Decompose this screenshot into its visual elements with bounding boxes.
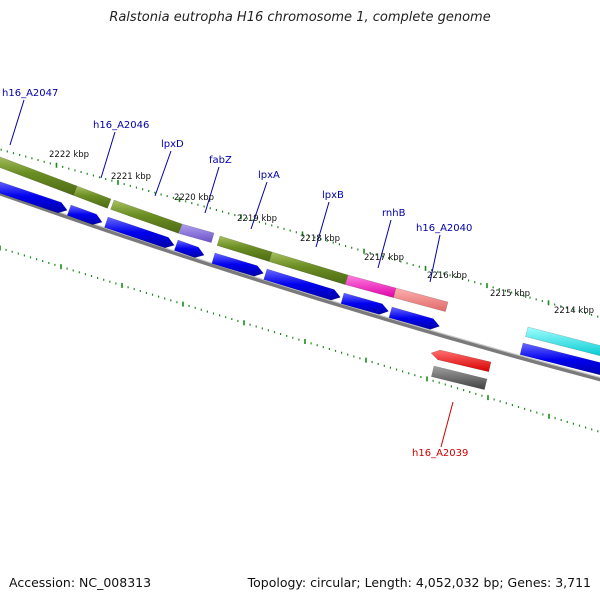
cds-lpxb[interactable] <box>263 268 341 301</box>
leader-h16-a2046 <box>100 131 116 179</box>
gene-rnhb[interactable] <box>345 274 397 298</box>
leader-lpxb <box>315 201 330 248</box>
gene-label-lpxa[interactable]: lpxA <box>258 170 280 181</box>
scale-label-2222-kbp: 2222 kbp <box>49 150 89 160</box>
gene-label-lpxd[interactable]: lpxD <box>161 139 184 150</box>
gene-lpxa[interactable] <box>216 235 273 262</box>
leader-h16-a2047 <box>9 99 25 146</box>
gene-label-h16-a2040[interactable]: h16_A2040 <box>416 223 472 234</box>
cds-lpxd[interactable] <box>104 216 175 249</box>
leader-lpxa <box>250 181 268 230</box>
scale-label-2214-kbp: 2214 kbp <box>554 306 594 316</box>
accession-text: Accession: NC_008313 <box>9 575 152 590</box>
cds-h16-a2047[interactable] <box>0 180 68 214</box>
genome-backbone <box>0 191 600 382</box>
inner-scale-ticks <box>0 245 599 433</box>
genome-summary-text: Topology: circular; Length: 4,052,032 bp… <box>247 575 591 590</box>
scale-label-2217-kbp: 2217 kbp <box>364 253 404 263</box>
gene-h16-a2046[interactable] <box>73 185 112 209</box>
leader-fabz <box>204 166 220 214</box>
gene-label-lpxb[interactable]: lpxB <box>322 190 344 201</box>
scale-label-2220-kbp: 2220 kbp <box>174 193 214 203</box>
gene-2214-region[interactable] <box>525 326 600 358</box>
label-leader-lines <box>9 99 454 448</box>
cds-fabz[interactable] <box>173 239 205 258</box>
scale-label-2215-kbp: 2215 kbp <box>490 289 530 299</box>
leader-h16-a2040 <box>429 234 441 283</box>
gene-label-h16-a2039[interactable]: h16_A2039 <box>412 448 468 459</box>
scale-label-2218-kbp: 2218 kbp <box>300 234 340 244</box>
feature-track <box>0 156 600 390</box>
leader-h16-a2039 <box>440 401 454 448</box>
gene-label-h16-a2046[interactable]: h16_A2046 <box>93 120 149 131</box>
map-title: Ralstonia eutropha H16 chromosome 1, com… <box>109 10 491 25</box>
leader-rnhb <box>377 219 392 269</box>
gene-fabz[interactable] <box>178 223 215 243</box>
scale-label-2219-kbp: 2219 kbp <box>237 214 277 224</box>
gene-lpxb[interactable] <box>268 251 349 285</box>
cds-h16-a2040[interactable] <box>388 306 440 330</box>
gene-label-fabz[interactable]: fabZ <box>209 155 232 166</box>
gene-label-rnhb[interactable]: rnhB <box>382 208 406 219</box>
gene-h16-a2039[interactable] <box>431 365 488 390</box>
gene-label-h16-a2047[interactable]: h16_A2047 <box>2 88 58 99</box>
leader-lpxd <box>154 150 172 197</box>
cds-2214-region[interactable] <box>519 342 600 377</box>
scale-label-2221-kbp: 2221 kbp <box>111 172 151 182</box>
scale-label-2216-kbp: 2216 kbp <box>427 271 467 281</box>
cds-lpxa[interactable] <box>211 252 264 277</box>
cds-rnhb[interactable] <box>340 292 389 315</box>
gene-h16-a2040[interactable] <box>393 287 449 312</box>
cds-h16-a2046[interactable] <box>66 204 103 225</box>
gene-lpxd[interactable] <box>110 199 183 234</box>
cds-h16-a2039[interactable] <box>430 349 492 373</box>
outer-scale-ticks <box>0 148 599 318</box>
